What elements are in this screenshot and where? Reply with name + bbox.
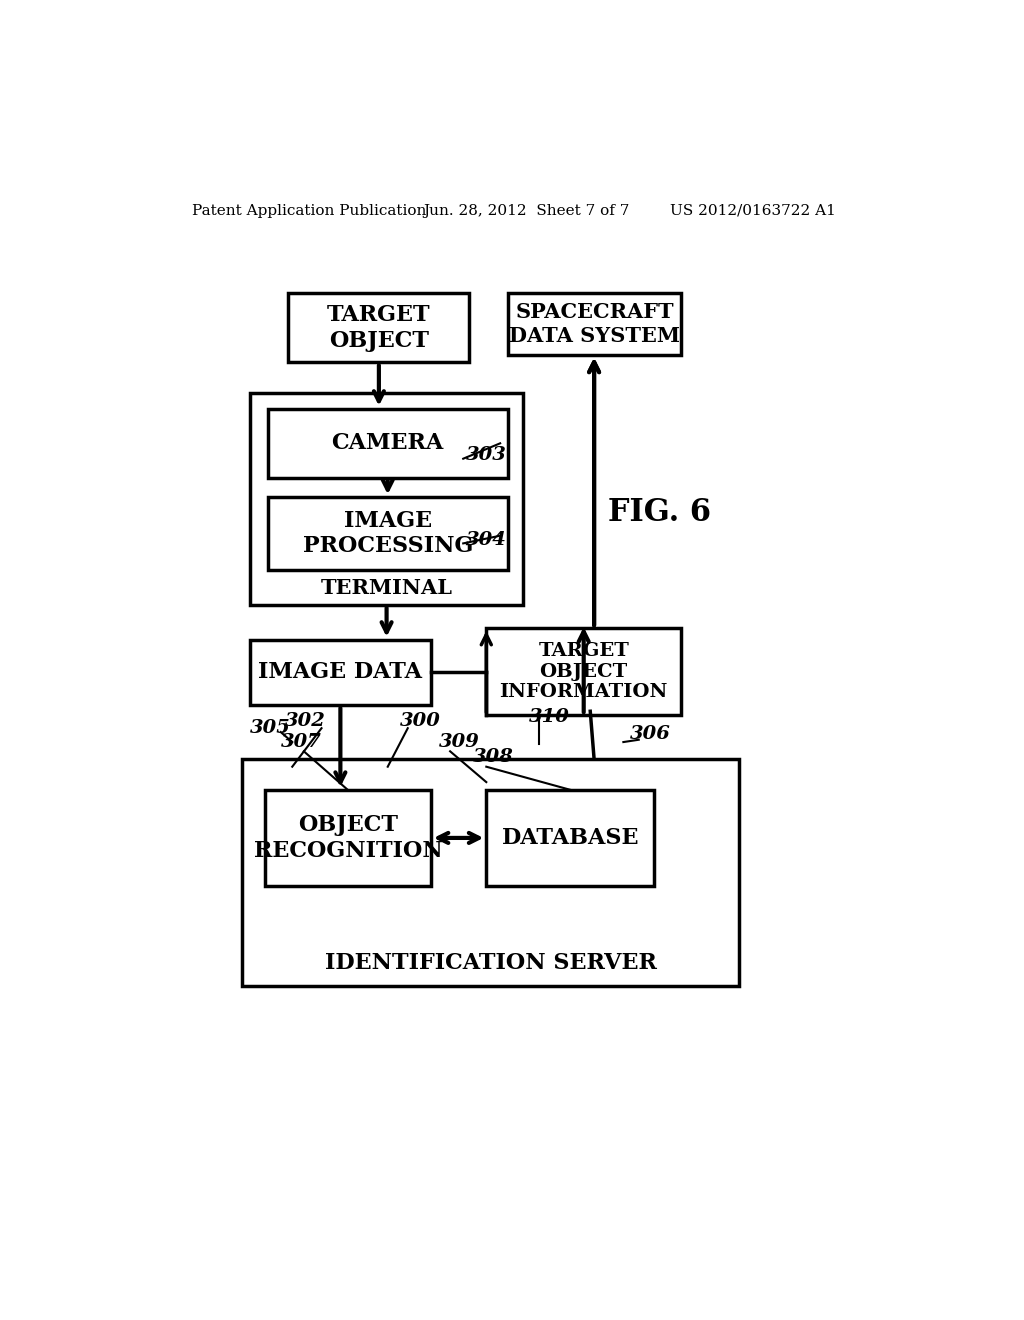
Bar <box>250 640 431 705</box>
Text: 303: 303 <box>466 446 507 463</box>
Text: TERMINAL: TERMINAL <box>321 578 453 598</box>
Text: 310: 310 <box>529 708 570 726</box>
Text: IDENTIFICATION SERVER: IDENTIFICATION SERVER <box>325 952 656 974</box>
Text: 304: 304 <box>466 531 507 549</box>
Bar <box>486 789 654 886</box>
Text: 306: 306 <box>630 726 671 743</box>
Text: IMAGE DATA: IMAGE DATA <box>258 661 422 684</box>
Text: 300: 300 <box>400 711 441 730</box>
Text: 302: 302 <box>285 711 326 730</box>
Bar <box>250 393 523 605</box>
Text: OBJECT
RECOGNITION: OBJECT RECOGNITION <box>254 814 442 862</box>
Text: CAMERA: CAMERA <box>332 433 443 454</box>
Text: SPACECRAFT
DATA SYSTEM: SPACECRAFT DATA SYSTEM <box>509 302 680 346</box>
Bar <box>289 293 469 363</box>
Text: Patent Application Publication: Patent Application Publication <box>193 203 427 218</box>
Text: US 2012/0163722 A1: US 2012/0163722 A1 <box>670 203 836 218</box>
Text: DATABASE: DATABASE <box>502 826 639 849</box>
Bar <box>243 759 739 986</box>
Bar <box>265 789 431 886</box>
Bar <box>267 409 508 478</box>
Text: TARGET
OBJECT: TARGET OBJECT <box>327 304 431 351</box>
Bar <box>267 498 508 570</box>
Text: 305: 305 <box>250 719 291 737</box>
Bar <box>508 293 681 355</box>
Text: 307: 307 <box>281 733 322 751</box>
Text: 309: 309 <box>438 733 479 751</box>
Text: Jun. 28, 2012  Sheet 7 of 7: Jun. 28, 2012 Sheet 7 of 7 <box>423 203 630 218</box>
Text: TARGET
OBJECT
INFORMATION: TARGET OBJECT INFORMATION <box>500 642 668 701</box>
Text: IMAGE
PROCESSING: IMAGE PROCESSING <box>302 510 473 557</box>
Text: FIG. 6: FIG. 6 <box>608 498 711 528</box>
Text: 308: 308 <box>473 748 514 767</box>
Bar <box>486 628 681 715</box>
